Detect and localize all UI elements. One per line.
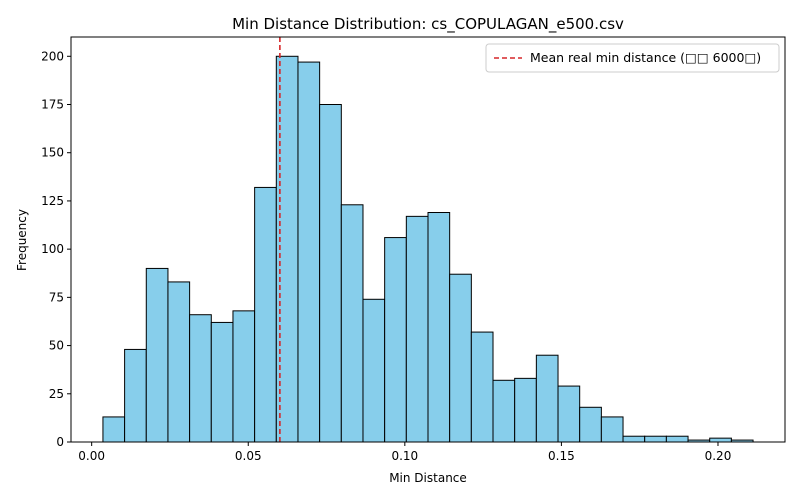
x-tick-label: 0.10 [391, 449, 418, 463]
histogram-bar [167, 281, 191, 443]
histogram-bar [145, 267, 169, 443]
y-tick-label: 50 [49, 339, 64, 353]
histogram-bar [405, 215, 429, 443]
y-axis-ticks: 0 25 50 75 100 125 150 175 200 [41, 49, 71, 449]
histogram-bars [102, 55, 754, 443]
histogram-bar [449, 273, 472, 443]
chart-title: Min Distance Distribution: cs_COPULAGAN_… [232, 15, 624, 34]
histogram-bar [210, 321, 234, 443]
y-tick-label: 25 [49, 387, 64, 401]
histogram-bar [384, 237, 407, 443]
histogram-bar [124, 348, 147, 443]
histogram-bar [709, 437, 732, 443]
y-tick-label: 200 [41, 49, 64, 63]
y-tick-label: 100 [41, 242, 64, 256]
histogram-bar [254, 186, 277, 443]
legend-mean-line-label: Mean real min distance (□□ 6000□) [530, 50, 761, 65]
y-tick-label: 175 [41, 98, 64, 112]
x-tick-label: 0.05 [235, 449, 262, 463]
histogram-bar [362, 298, 386, 443]
histogram-bar [600, 416, 624, 443]
histogram-bar [492, 379, 516, 443]
y-tick-label: 125 [41, 194, 64, 208]
histogram-bar [319, 104, 342, 443]
histogram-bar [579, 406, 602, 443]
histogram-bar [557, 385, 581, 443]
y-axis-title: Frequency [15, 209, 29, 271]
legend: Mean real min distance (□□ 6000□) [485, 43, 780, 73]
x-tick-label: 0.00 [78, 449, 105, 463]
histogram-bar [297, 61, 321, 443]
histogram-bar [232, 310, 256, 443]
histogram-bar [665, 435, 689, 443]
x-axis-ticks: 0.00 0.05 0.10 0.15 0.20 [78, 442, 731, 463]
y-tick-label: 75 [49, 290, 64, 304]
x-tick-label: 0.15 [548, 449, 575, 463]
histogram-bar [427, 212, 451, 443]
histogram-bar [644, 435, 667, 443]
x-tick-label: 0.20 [705, 449, 732, 463]
histogram-bar [514, 377, 537, 443]
histogram-bar [622, 435, 646, 443]
y-tick-label: 0 [56, 435, 64, 449]
histogram-bar [470, 331, 494, 443]
x-axis-title: Min Distance [389, 471, 467, 485]
plot-frame [70, 36, 786, 443]
y-tick-label: 150 [41, 146, 64, 160]
histogram-bar [189, 314, 212, 443]
histogram-bar [535, 354, 559, 443]
histogram-bar [102, 416, 126, 443]
histogram-bar [340, 204, 364, 443]
legend-box [485, 43, 780, 73]
